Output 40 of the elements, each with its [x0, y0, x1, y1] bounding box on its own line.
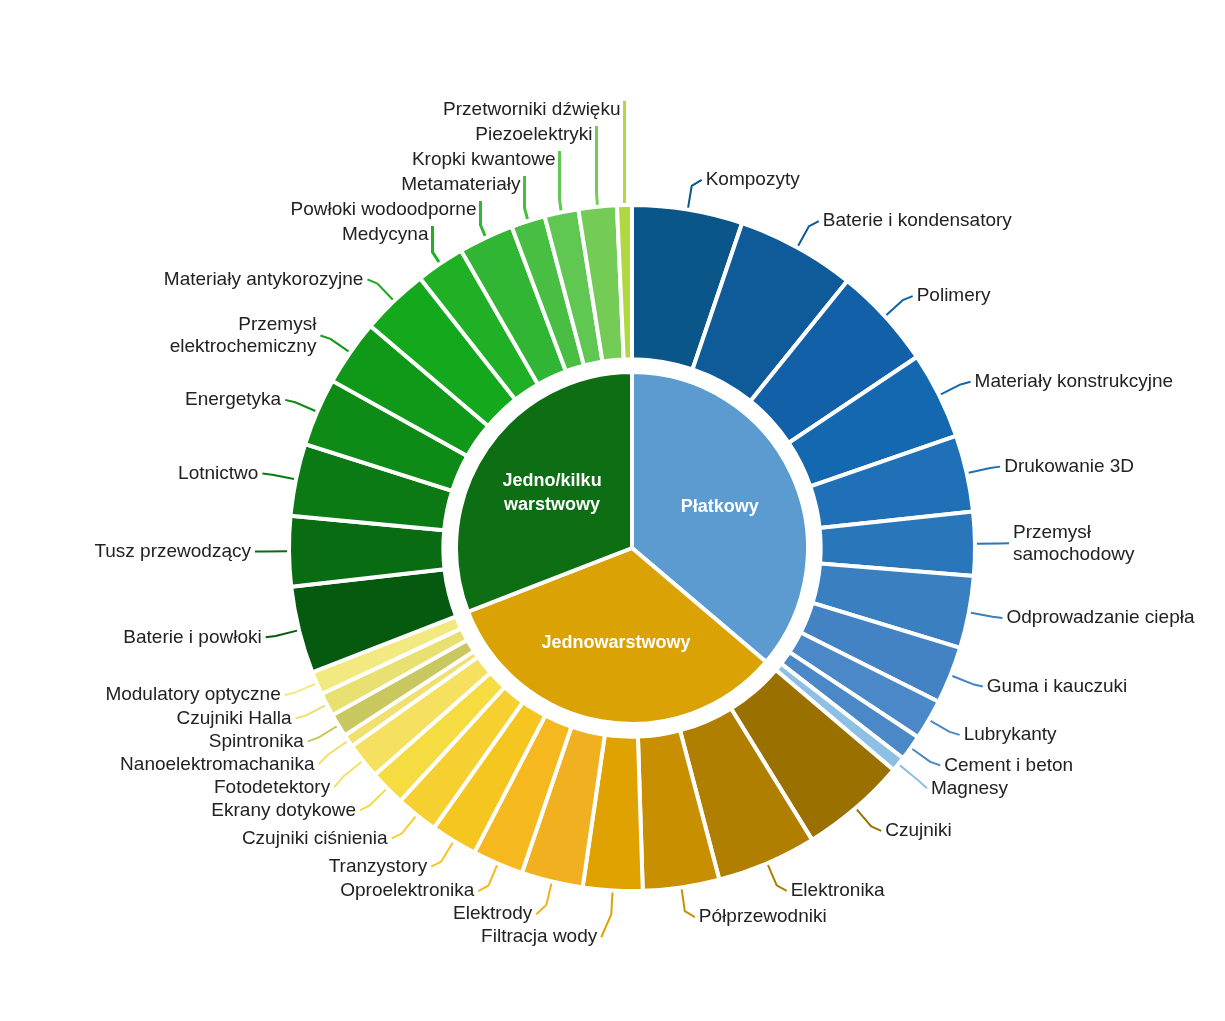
slice-label: Przemysł samochodowy: [1012, 520, 1135, 564]
slice-label: Kompozyty: [705, 168, 801, 190]
slice-label: Powłoki wodoodporne: [290, 198, 477, 220]
slice-label: Tusz przewodzący: [94, 539, 252, 561]
slice-label: Jednowarstwowy: [541, 632, 691, 653]
slice-label: Piezoelektryki: [475, 123, 593, 145]
slice-label: Jedno/kilku warstwowy: [502, 470, 602, 515]
slice-label: Spintronika: [208, 729, 305, 751]
slice-label: Medycyna: [341, 223, 429, 245]
slice-label: Półprzewodniki: [698, 905, 827, 927]
slice-label: Modulatory optyczne: [105, 683, 281, 705]
slice-label: Tranzystory: [328, 854, 428, 876]
slice-label: Płatkowy: [680, 496, 759, 517]
slice-label: Przetworniki dźwięku: [443, 98, 621, 120]
slice-label: Elektronika: [790, 879, 886, 901]
slice-label: Lubrykanty: [963, 723, 1058, 745]
slice-label: Magnesy: [930, 776, 1009, 798]
slice-label: Oproelektronika: [340, 879, 475, 901]
slice-label: Baterie i powłoki: [123, 625, 262, 647]
slice-label: Fotodetektory: [213, 775, 331, 797]
slice-label: Kropki kwantowe: [411, 148, 556, 170]
slice-label: Materiały antykorozyjne: [163, 267, 364, 289]
slice-label: Elektrody: [453, 902, 533, 924]
slice-label: Materiały konstrukcyjne: [974, 370, 1174, 392]
slice-label: Guma i kauczuki: [986, 674, 1128, 696]
slice-label: Nanoelektromachanika: [120, 752, 315, 774]
slice-label: Baterie i kondensatory: [822, 209, 1013, 231]
slice-label: Przemysł elektrochemiczny: [169, 312, 318, 356]
slice-label: Ekrany dotykowe: [211, 798, 357, 820]
slice-label: Odprowadzanie ciepła: [1006, 606, 1195, 628]
slice-label: Polimery: [916, 284, 992, 306]
slice-label: Energetyka: [185, 388, 282, 410]
slice-label: Filtracja wody: [481, 925, 598, 947]
slice-label: Czujniki: [885, 819, 952, 841]
slice-label: Lotnictwo: [178, 461, 259, 483]
slice-label: Cement i beton: [944, 753, 1074, 775]
slice-label: Drukowanie 3D: [1004, 454, 1135, 476]
slice-label: Metamateriały: [401, 173, 521, 195]
slice-label: Czujniki ciśnienia: [241, 826, 389, 848]
slice-label: Czujniki Halla: [176, 706, 292, 728]
